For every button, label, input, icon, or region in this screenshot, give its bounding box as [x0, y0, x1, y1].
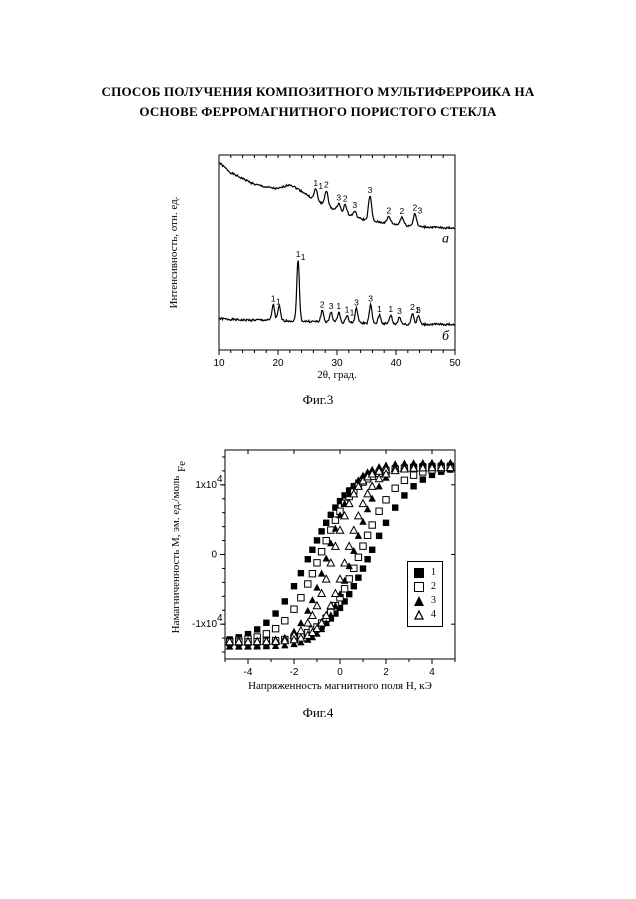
- svg-text:10: 10: [213, 358, 225, 369]
- svg-text:0: 0: [337, 667, 343, 678]
- svg-text:Напряженность магнитного поля: Напряженность магнитного поля H, кЭ: [248, 680, 432, 692]
- svg-text:Интенсивность, отн. ед.: Интенсивность, отн. ед.: [168, 196, 180, 308]
- legend-label: 2: [431, 580, 436, 594]
- svg-text:Fe: Fe: [176, 461, 188, 472]
- svg-text:2θ, град.: 2θ, град.: [317, 369, 357, 381]
- legend-row: 3: [414, 594, 436, 608]
- svg-text:2: 2: [400, 206, 405, 216]
- fig3-block: 10 20 30 40 50 2θ, град. Интенсивность, отн. е…: [0, 147, 636, 382]
- svg-text:1: 1: [377, 304, 382, 314]
- svg-text:2: 2: [324, 180, 329, 190]
- svg-text:1: 1: [276, 296, 281, 306]
- fig4-legend: 1 2 3 4: [407, 561, 443, 627]
- svg-text:3: 3: [336, 192, 341, 202]
- svg-text:2: 2: [320, 299, 325, 309]
- triangle-open-icon: [414, 610, 424, 620]
- legend-label: 3: [431, 594, 436, 608]
- svg-text:3: 3: [368, 185, 373, 195]
- legend-row: 2: [414, 580, 436, 594]
- svg-text:20: 20: [272, 358, 284, 369]
- svg-text:1: 1: [336, 301, 341, 311]
- spacer: [0, 408, 636, 440]
- svg-text:50: 50: [449, 358, 461, 369]
- svg-text:1x10: 1x10: [195, 480, 217, 491]
- legend-row: 1: [414, 566, 436, 580]
- svg-text:4: 4: [217, 613, 223, 624]
- svg-text:1: 1: [318, 181, 323, 191]
- fig3-caption: Фиг.3: [0, 392, 636, 408]
- svg-text:1: 1: [388, 304, 393, 314]
- svg-text:3: 3: [397, 306, 402, 316]
- svg-text:1: 1: [350, 307, 355, 317]
- square-filled-icon: [414, 568, 424, 578]
- svg-text:б: б: [442, 329, 450, 344]
- svg-text:3: 3: [416, 305, 421, 315]
- svg-text:3: 3: [354, 297, 359, 307]
- svg-text:1: 1: [301, 252, 306, 262]
- svg-text:3: 3: [329, 301, 334, 311]
- page-title: СПОСОБ ПОЛУЧЕНИЯ КОМПОЗИТНОГО МУЛЬТИФЕРР…: [60, 82, 576, 121]
- svg-text:а: а: [442, 232, 449, 247]
- svg-text:-1x10: -1x10: [192, 619, 217, 630]
- svg-text:-4: -4: [244, 667, 253, 678]
- square-open-icon: [414, 582, 424, 592]
- legend-label: 4: [431, 608, 436, 622]
- svg-text:30: 30: [331, 358, 343, 369]
- svg-text:Намагниченность M, эм. ед./мол: Намагниченность M, эм. ед./моль: [170, 476, 182, 634]
- svg-text:2: 2: [343, 194, 348, 204]
- legend-label: 1: [431, 566, 436, 580]
- svg-text:-2: -2: [290, 667, 299, 678]
- svg-text:2: 2: [383, 667, 389, 678]
- fig4-caption: Фиг.4: [0, 705, 636, 721]
- page: СПОСОБ ПОЛУЧЕНИЯ КОМПОЗИТНОГО МУЛЬТИФЕРР…: [0, 0, 636, 899]
- triangle-filled-icon: [414, 596, 424, 606]
- svg-text:4: 4: [217, 474, 223, 485]
- fig4-block: -4-2024-1x10401x104Напряженность магнитн…: [0, 440, 636, 695]
- svg-text:4: 4: [429, 667, 435, 678]
- fig4-chart: -4-2024-1x10401x104Напряженность магнитн…: [163, 440, 473, 695]
- svg-text:3: 3: [368, 294, 373, 304]
- title-line-1: СПОСОБ ПОЛУЧЕНИЯ КОМПОЗИТНОГО МУЛЬТИФЕРР…: [102, 84, 535, 99]
- title-line-2: ОСНОВЕ ФЕРРОМАГНИТНОГО ПОРИСТОГО СТЕКЛА: [139, 104, 496, 119]
- legend-row: 4: [414, 608, 436, 622]
- svg-text:2: 2: [387, 206, 392, 216]
- svg-text:3: 3: [418, 206, 423, 216]
- fig3-chart: 10 20 30 40 50 2θ, град. Интенсивность, отн. е…: [163, 147, 473, 382]
- svg-text:40: 40: [390, 358, 402, 369]
- svg-text:3: 3: [352, 200, 357, 210]
- svg-text:0: 0: [211, 550, 217, 561]
